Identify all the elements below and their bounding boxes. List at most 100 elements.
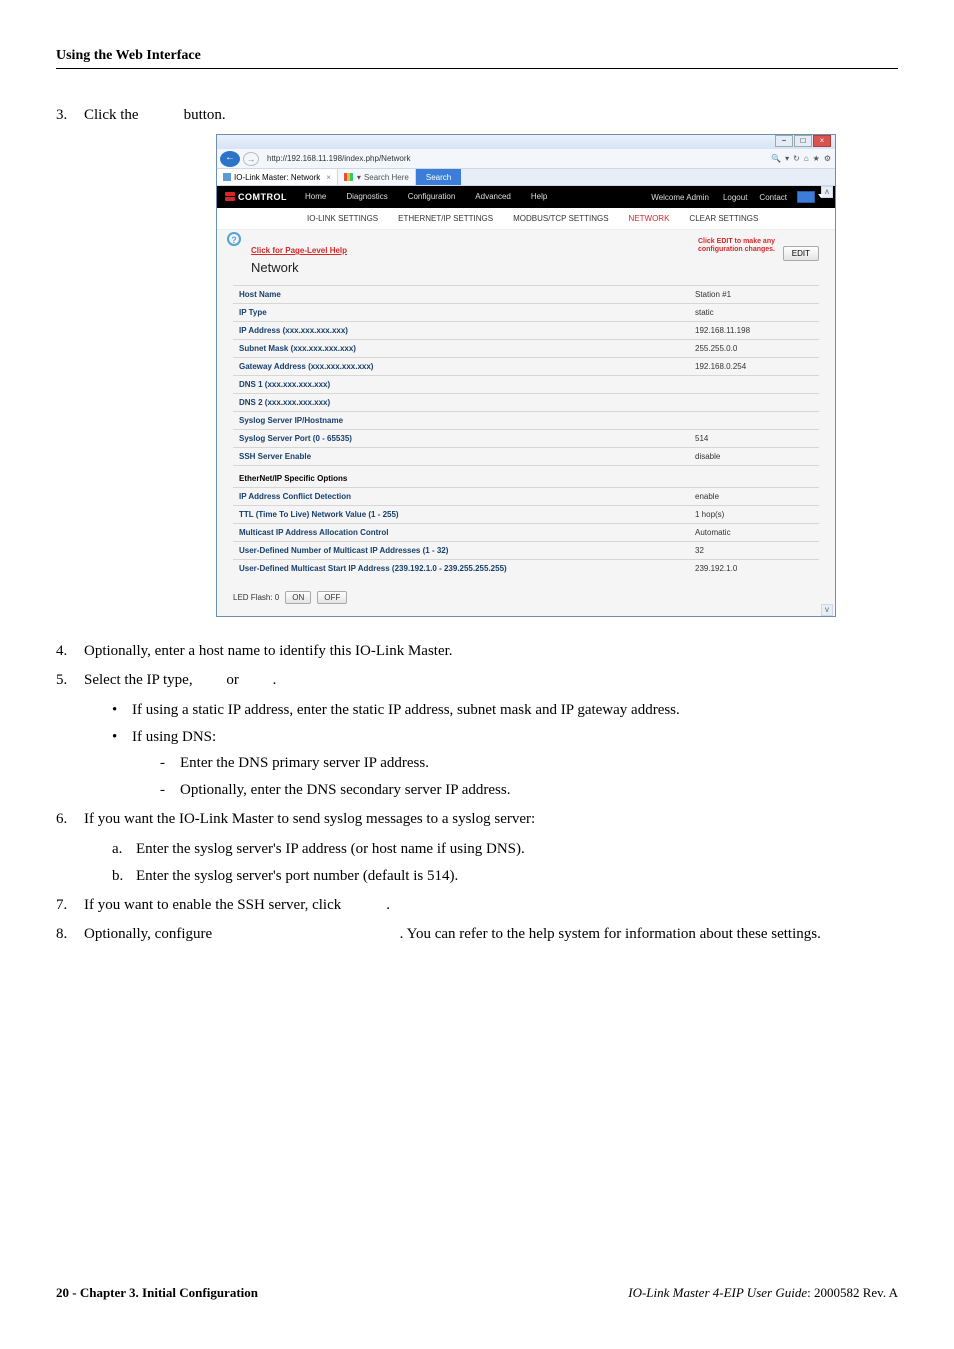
dash-item: Enter the DNS primary server IP address. <box>160 752 898 775</box>
row-label: Syslog Server IP/Hostname <box>233 412 689 430</box>
brand-logo: COMTROL <box>217 192 295 202</box>
led-off-button[interactable]: OFF <box>317 591 347 604</box>
step-6-letters: a.Enter the syslog server's IP address (… <box>112 838 898 887</box>
step-5-bullets: If using a static IP address, enter the … <box>112 699 898 801</box>
table-row: Host NameStation #1 <box>233 286 819 304</box>
section-label: EtherNet/IP Specific Options <box>233 466 819 488</box>
table-row: User-Defined Multicast Start IP Address … <box>233 560 819 578</box>
step-text: Optionally, configure <box>84 926 212 942</box>
search-icon[interactable]: 🔍 <box>771 154 781 163</box>
sub-nav: IO-LINK SETTINGS ETHERNET/IP SETTINGS MO… <box>217 208 835 230</box>
row-label: TTL (Time To Live) Network Value (1 - 25… <box>233 506 689 524</box>
search-button[interactable]: Search <box>416 169 461 185</box>
screenshot-wrap: − □ × ← → http://192.168.11.198/index.ph… <box>216 134 836 617</box>
row-value <box>689 376 819 394</box>
subnav-network[interactable]: NETWORK <box>619 214 680 223</box>
table-row: Syslog Server Port (0 - 65535)514 <box>233 430 819 448</box>
row-value: disable <box>689 448 819 466</box>
step-num: 3. <box>56 105 84 126</box>
row-value <box>689 394 819 412</box>
help-icon[interactable]: ? <box>227 232 241 246</box>
subnav-modbus[interactable]: MODBUS/TCP SETTINGS <box>503 214 618 223</box>
row-value: static <box>689 304 819 322</box>
refresh-icon[interactable]: ↻ <box>793 154 800 163</box>
step-num: 6. <box>56 809 84 830</box>
tab-close-icon[interactable]: × <box>326 173 331 182</box>
nav-diagnostics[interactable]: Diagnostics <box>336 186 397 208</box>
favorite-icon[interactable]: ★ <box>813 154 820 163</box>
row-label: DNS 1 (xxx.xxx.xxx.xxx) <box>233 376 689 394</box>
nav-back-button[interactable]: ← <box>220 151 240 167</box>
row-label: User-Defined Number of Multicast IP Addr… <box>233 542 689 560</box>
row-label: IP Address (xxx.xxx.xxx.xxx) <box>233 322 689 340</box>
row-value <box>689 412 819 430</box>
section-title: Network <box>251 260 819 275</box>
logout-link[interactable]: Logout <box>717 193 753 202</box>
url-text[interactable]: http://192.168.11.198/index.php/Network <box>263 154 771 163</box>
led-on-button[interactable]: ON <box>285 591 311 604</box>
table-row: Multicast IP Address Allocation ControlA… <box>233 524 819 542</box>
row-label: SSH Server Enable <box>233 448 689 466</box>
bullet-item: If using a static IP address, enter the … <box>112 699 898 722</box>
letter-item: a.Enter the syslog server's IP address (… <box>112 838 898 861</box>
footer-left: 20 - Chapter 3. Initial Configuration <box>56 1285 258 1301</box>
scroll-down-icon[interactable]: v <box>821 604 833 616</box>
step-4: 4. Optionally, enter a host name to iden… <box>56 641 898 662</box>
led-label: LED Flash: 0 <box>233 593 279 602</box>
row-value: 255.255.0.0 <box>689 340 819 358</box>
favicon <box>223 173 231 181</box>
nav-configuration[interactable]: Configuration <box>398 186 466 208</box>
nav-help[interactable]: Help <box>521 186 557 208</box>
browser-tab[interactable]: IO-Link Master: Network × <box>217 169 338 185</box>
page-help-link[interactable]: Click for Page-Level Help <box>251 246 347 255</box>
search-placeholder: Search Here <box>364 173 409 182</box>
tab-strip: IO-Link Master: Network × ▾ Search Here … <box>217 169 835 186</box>
close-icon[interactable]: × <box>813 135 831 147</box>
row-label: IP Address Conflict Detection <box>233 488 689 506</box>
subnav-ethernetip[interactable]: ETHERNET/IP SETTINGS <box>388 214 503 223</box>
row-label: Syslog Server Port (0 - 65535) <box>233 430 689 448</box>
table-row: IP Address Conflict Detectionenable <box>233 488 819 506</box>
nav-advanced[interactable]: Advanced <box>465 186 521 208</box>
tab-title: IO-Link Master: Network <box>234 173 320 182</box>
row-value: 239.192.1.0 <box>689 560 819 578</box>
step-text: Click the <box>84 107 139 123</box>
row-value: 32 <box>689 542 819 560</box>
step-6: 6. If you want the IO-Link Master to sen… <box>56 809 898 830</box>
content-body: ? Click for Page-Level Help Click EDIT t… <box>217 230 835 616</box>
table-row: Gateway Address (xxx.xxx.xxx.xxx)192.168… <box>233 358 819 376</box>
row-label: Gateway Address (xxx.xxx.xxx.xxx) <box>233 358 689 376</box>
home-icon[interactable]: ⌂ <box>804 154 809 163</box>
step-3: 3. Click the button. <box>56 105 898 126</box>
subnav-clear[interactable]: CLEAR SETTINGS <box>679 214 768 223</box>
step-5-dashes: Enter the DNS primary server IP address.… <box>160 752 898 801</box>
language-selector[interactable] <box>797 191 815 203</box>
maximize-icon[interactable]: □ <box>794 135 812 147</box>
step-text: Optionally, enter a host name to identif… <box>84 641 453 662</box>
search-tab[interactable]: ▾ Search Here <box>338 169 416 185</box>
row-label: Host Name <box>233 286 689 304</box>
page-footer: 20 - Chapter 3. Initial Configuration IO… <box>56 1285 898 1301</box>
gear-icon[interactable]: ⚙ <box>824 154 831 163</box>
edit-button[interactable]: EDIT <box>783 246 819 261</box>
row-label: IP Type <box>233 304 689 322</box>
row-label: User-Defined Multicast Start IP Address … <box>233 560 689 578</box>
minimize-icon[interactable]: − <box>775 135 793 147</box>
table-row: TTL (Time To Live) Network Value (1 - 25… <box>233 506 819 524</box>
table-row: Subnet Mask (xxx.xxx.xxx.xxx)255.255.0.0 <box>233 340 819 358</box>
subnav-iolink[interactable]: IO-LINK SETTINGS <box>297 214 388 223</box>
row-value: 192.168.11.198 <box>689 322 819 340</box>
step-num: 5. <box>56 670 84 691</box>
table-row: DNS 1 (xxx.xxx.xxx.xxx) <box>233 376 819 394</box>
table-row: IP Address (xxx.xxx.xxx.xxx)192.168.11.1… <box>233 322 819 340</box>
step-7: 7. If you want to enable the SSH server,… <box>56 895 898 916</box>
nav-forward-button[interactable]: → <box>243 152 259 166</box>
page-header: Using the Web Interface <box>56 48 898 69</box>
row-value: 514 <box>689 430 819 448</box>
nav-home[interactable]: Home <box>295 186 336 208</box>
contact-link[interactable]: Contact <box>753 193 793 202</box>
table-row: User-Defined Number of Multicast IP Addr… <box>233 542 819 560</box>
table-row: Syslog Server IP/Hostname <box>233 412 819 430</box>
welcome-text: Welcome Admin <box>651 193 717 202</box>
top-nav: COMTROL Home Diagnostics Configuration A… <box>217 186 835 208</box>
